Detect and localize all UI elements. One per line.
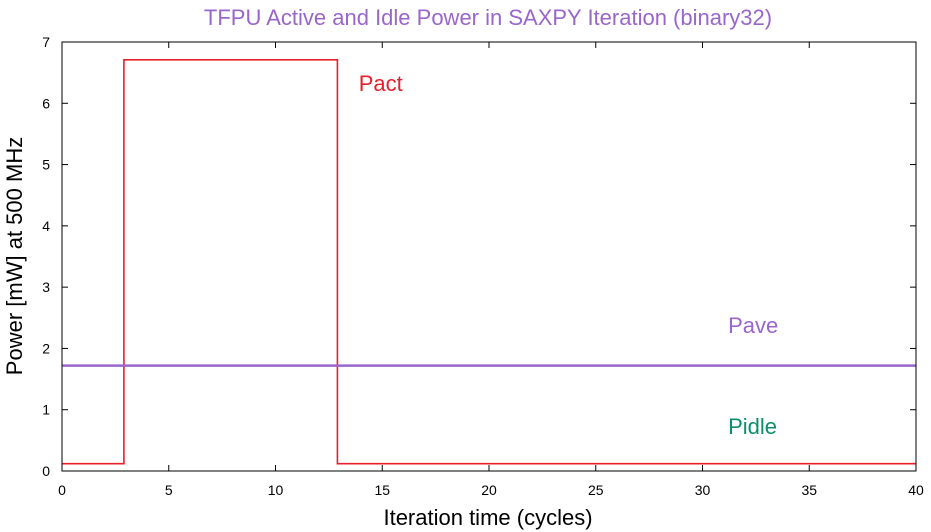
y-axis-title: Power [mW] at 500 MHz xyxy=(2,137,27,375)
y-tick-label: 2 xyxy=(42,340,50,356)
x-axis-title: Iteration time (cycles) xyxy=(383,505,592,530)
plot-frame xyxy=(61,41,917,472)
y-tick-label: 0 xyxy=(42,463,50,479)
y-tick-label: 7 xyxy=(42,34,50,50)
x-tick-label: 0 xyxy=(58,482,66,498)
x-tick-label: 25 xyxy=(588,482,604,498)
chart-title: TFPU Active and Idle Power in SAXPY Iter… xyxy=(204,5,772,30)
annotation-layer: Pact Pave Pidle xyxy=(359,71,779,439)
x-tick-label: 35 xyxy=(801,482,817,498)
x-tick-label: 15 xyxy=(374,482,390,498)
series-label-pave: Pave xyxy=(728,313,778,338)
series-line-pact xyxy=(62,58,916,465)
x-tick-label: 5 xyxy=(165,482,173,498)
x-tick-label: 40 xyxy=(908,482,924,498)
series-layer xyxy=(62,58,916,465)
x-tick-label: 30 xyxy=(695,482,711,498)
series-label-pact: Pact xyxy=(359,71,403,96)
x-axis-ticks: 0 5 10 15 20 25 30 35 40 xyxy=(58,42,924,498)
y-tick-label: 1 xyxy=(42,402,50,418)
y-tick-label: 6 xyxy=(42,95,50,111)
series-label-pidle: Pidle xyxy=(728,414,777,439)
x-tick-label: 20 xyxy=(481,482,497,498)
y-axis-ticks: 0 1 2 3 4 5 6 7 xyxy=(42,34,916,479)
x-tick-label: 10 xyxy=(268,482,284,498)
y-tick-label: 5 xyxy=(42,157,50,173)
y-tick-label: 4 xyxy=(42,218,50,234)
y-tick-label: 3 xyxy=(42,279,50,295)
